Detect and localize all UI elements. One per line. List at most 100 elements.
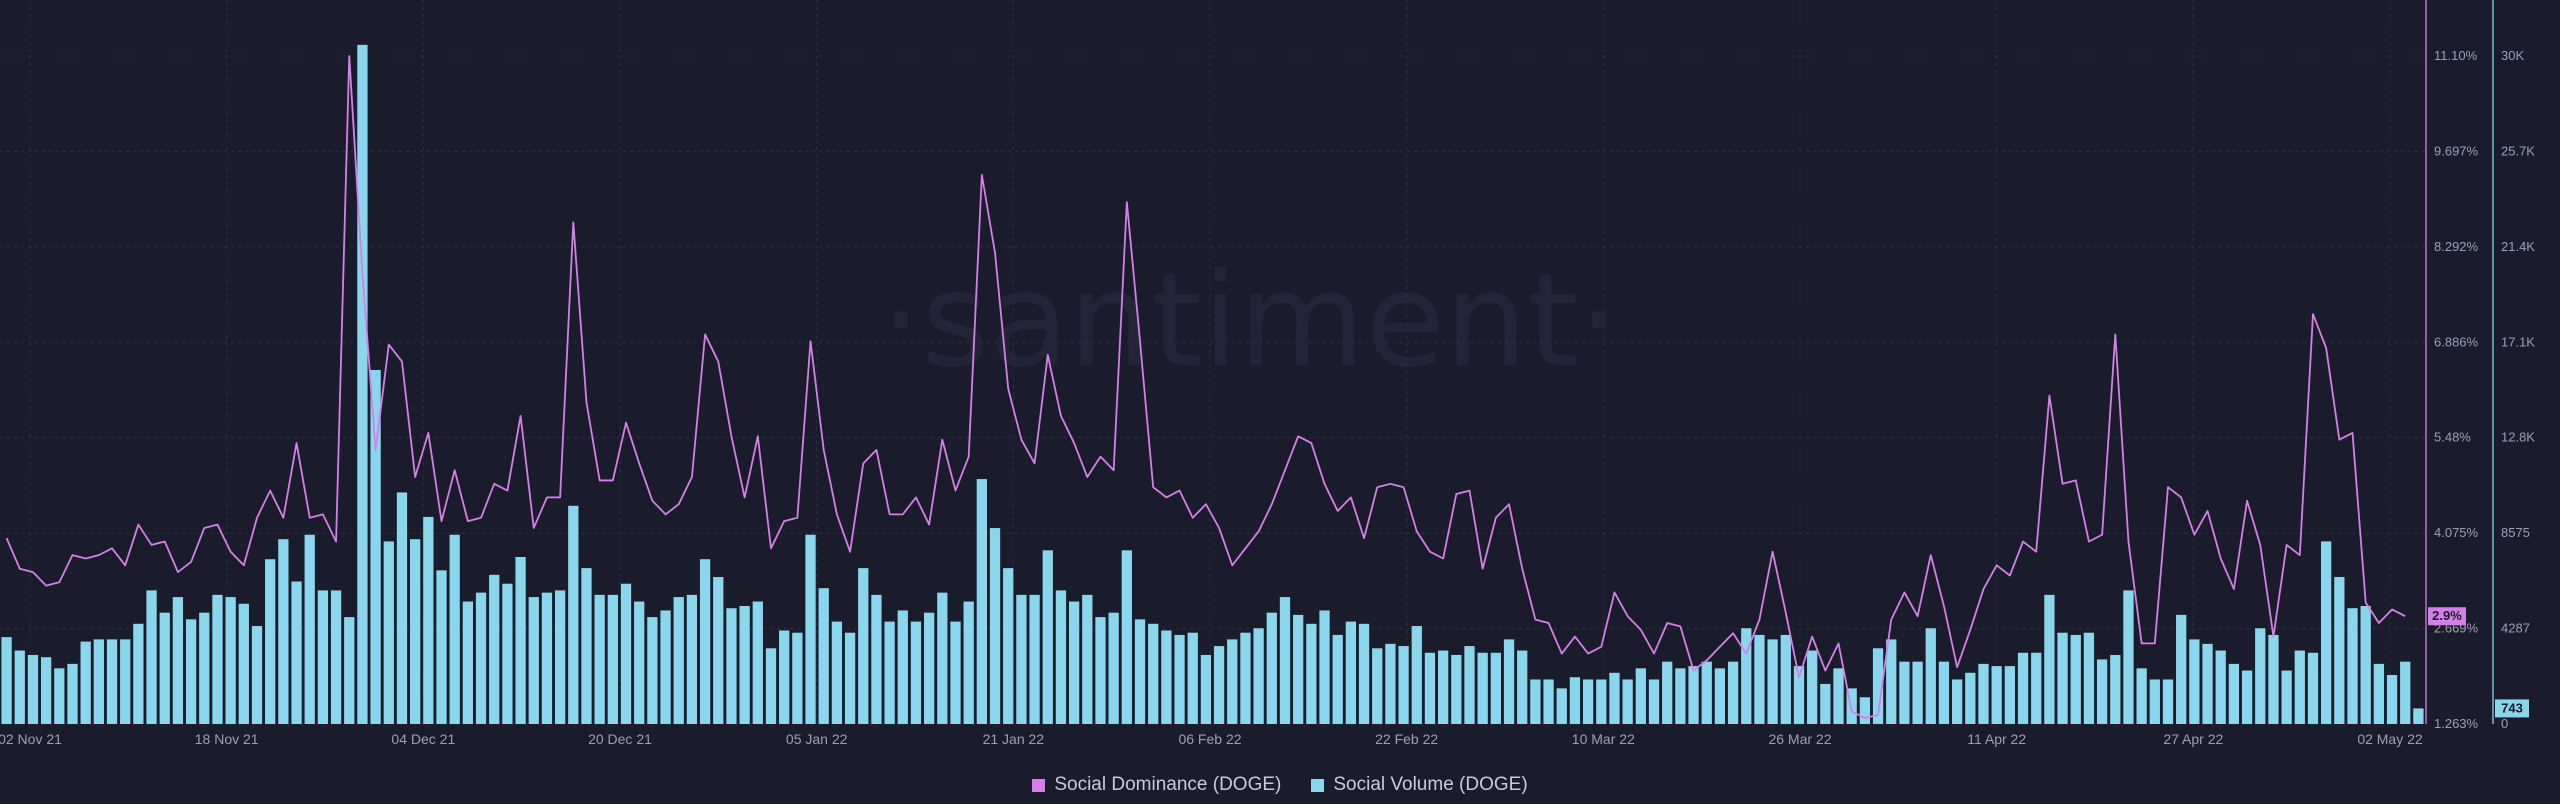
volume-bar bbox=[1121, 550, 1132, 724]
volume-bar bbox=[752, 601, 763, 724]
volume-bar bbox=[159, 612, 170, 724]
legend-item-volume[interactable]: Social Volume (DOGE) bbox=[1311, 774, 1528, 796]
y-left-tick-label: 6.886% bbox=[2434, 334, 2479, 349]
volume-bar bbox=[106, 639, 118, 724]
volume-bar bbox=[2360, 605, 2371, 724]
legend-label-volume: Social Volume (DOGE) bbox=[1333, 774, 1528, 795]
legend: Social Dominance (DOGE) Social Volume (D… bbox=[0, 770, 2560, 800]
y-right-tick-label: 17.1K bbox=[2501, 334, 2535, 349]
volume-bar bbox=[1741, 628, 1752, 724]
volume-bar bbox=[2268, 634, 2279, 724]
volume-bar bbox=[858, 568, 869, 724]
volume-bar bbox=[1675, 668, 1686, 724]
y-right-tick-label: 25.7K bbox=[2501, 143, 2535, 158]
y-left-tick-label: 4.075% bbox=[2434, 525, 2479, 540]
volume-bar bbox=[924, 612, 935, 724]
volume-bar bbox=[792, 632, 803, 724]
volume-bar bbox=[818, 588, 829, 724]
volume-bar bbox=[1965, 672, 1976, 724]
volume-bar bbox=[673, 597, 684, 724]
volume-bar bbox=[1767, 639, 1778, 724]
volume-bar bbox=[133, 623, 144, 724]
x-tick-label: 06 Feb 22 bbox=[1178, 731, 1241, 747]
volume-bar bbox=[2400, 661, 2411, 724]
volume-bar bbox=[1701, 661, 1712, 724]
volume-bar bbox=[2136, 668, 2147, 724]
volume-bar bbox=[620, 583, 632, 724]
volume-bar bbox=[1886, 639, 1897, 724]
volume-bar bbox=[594, 594, 605, 724]
volume-bar bbox=[910, 621, 922, 724]
volume-bar bbox=[937, 592, 948, 724]
volume-bar bbox=[2123, 590, 2134, 724]
volume-bar bbox=[1411, 626, 1422, 724]
volume-bar bbox=[2070, 634, 2081, 724]
volume-bar bbox=[1161, 630, 1172, 724]
x-tick-label: 27 Apr 22 bbox=[2163, 731, 2223, 747]
volume-bar bbox=[844, 632, 856, 724]
y-left-tick-label: 11.10% bbox=[2434, 48, 2478, 63]
volume-bar bbox=[14, 650, 25, 724]
volume-bar bbox=[1148, 623, 1159, 724]
volume-bar bbox=[1820, 683, 1831, 724]
volume-bar bbox=[1108, 612, 1119, 724]
y-right-tick-label: 4287 bbox=[2501, 621, 2530, 636]
volume-bar bbox=[2334, 577, 2345, 724]
y-right-tick-label: 12.8K bbox=[2501, 430, 2535, 445]
volume-bar bbox=[489, 574, 500, 724]
x-tick-label: 02 Nov 21 bbox=[0, 731, 62, 747]
volume-bar bbox=[1662, 661, 1673, 724]
volume-bar bbox=[1451, 654, 1462, 724]
volume-bar bbox=[541, 592, 553, 724]
volume-bar bbox=[1530, 679, 1541, 724]
volume-bar bbox=[67, 663, 78, 724]
volume-bar bbox=[660, 610, 671, 724]
volume-bar bbox=[1925, 628, 1936, 724]
volume-bar bbox=[1582, 679, 1594, 724]
volume-bar bbox=[581, 568, 592, 724]
volume-bar bbox=[1398, 646, 1409, 724]
x-tick-label: 21 Jan 22 bbox=[983, 731, 1045, 747]
volume-bar bbox=[1859, 697, 1871, 724]
volume-bar bbox=[120, 639, 131, 724]
volume-bar bbox=[436, 570, 447, 724]
volume-bar bbox=[502, 583, 513, 724]
volume-bar bbox=[1134, 619, 1146, 724]
volume-bar bbox=[1385, 643, 1396, 724]
volume-bar bbox=[1358, 623, 1370, 724]
volume-bar bbox=[1464, 646, 1475, 724]
volume-bar bbox=[2413, 708, 2424, 724]
y-right-tick-label: 8575 bbox=[2501, 525, 2530, 540]
volume-bar bbox=[1187, 632, 1198, 724]
y-left-tick-label: 1.263% bbox=[2434, 716, 2479, 731]
volume-bar bbox=[897, 610, 908, 724]
volume-bar bbox=[871, 594, 882, 724]
volume-bar bbox=[1622, 679, 1633, 724]
volume-bar bbox=[1042, 550, 1053, 724]
volume-bar bbox=[726, 608, 737, 724]
volume-bar bbox=[1332, 634, 1343, 724]
volume-bar bbox=[423, 516, 434, 724]
volume-bar bbox=[1556, 688, 1567, 724]
volume-bar bbox=[2162, 679, 2174, 724]
axes: 11.10%9.697%8.292%6.886%5.48%4.075%2.669… bbox=[0, 0, 2535, 747]
volume-bar bbox=[27, 654, 39, 724]
volume-bar bbox=[199, 612, 210, 724]
dominance-line bbox=[5, 55, 2406, 719]
volume-bar bbox=[1490, 652, 1501, 724]
volume-bar bbox=[40, 657, 52, 724]
volume-bar bbox=[1477, 652, 1488, 724]
volume-bar bbox=[1279, 597, 1291, 724]
volume-bar bbox=[2176, 614, 2187, 724]
volume-bar bbox=[2017, 652, 2029, 724]
volume-bar bbox=[1635, 668, 1646, 724]
volume-bar bbox=[686, 594, 698, 724]
dominance-last-badge bbox=[2428, 607, 2466, 626]
volume-bar bbox=[2386, 675, 2398, 724]
volume-bar bbox=[344, 617, 355, 724]
legend-item-dominance[interactable]: Social Dominance (DOGE) bbox=[1032, 774, 1281, 796]
legend-label-dominance: Social Dominance (DOGE) bbox=[1054, 774, 1282, 795]
x-tick-label: 02 May 22 bbox=[2357, 731, 2423, 747]
volume-bar bbox=[1068, 601, 1080, 724]
volume-bar bbox=[554, 590, 566, 724]
